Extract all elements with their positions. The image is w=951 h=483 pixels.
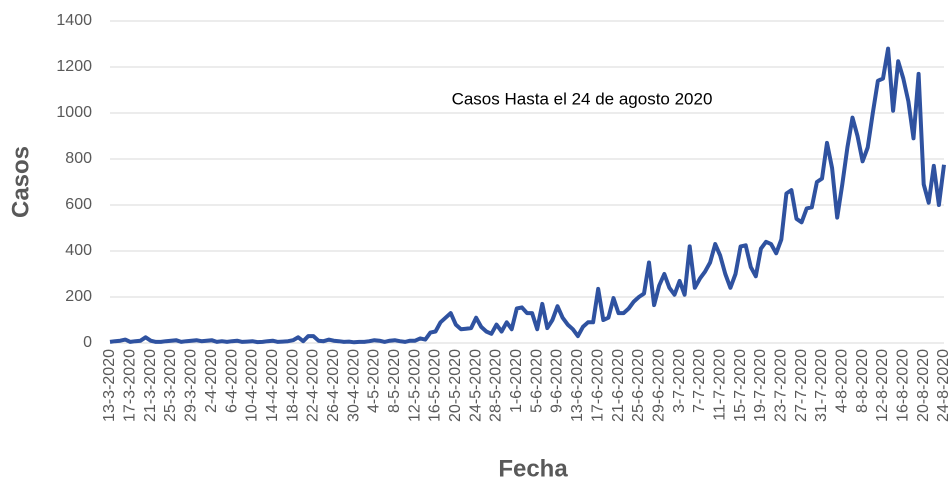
x-tick-label: 29-3-2020	[183, 349, 200, 422]
x-tick-label: 10-4-2020	[244, 349, 261, 422]
x-tick-label: 2-4-2020	[203, 349, 220, 413]
x-tick-label: 17-6-2020	[589, 349, 606, 422]
x-tick-label: 13-6-2020	[569, 349, 586, 422]
x-tick-label: 22-4-2020	[305, 349, 322, 422]
x-tick-label: 1-6-2020	[508, 349, 525, 413]
x-tick-label: 29-6-2020	[650, 349, 667, 422]
x-tick-label: 28-5-2020	[488, 349, 505, 422]
x-tick-label: 16-5-2020	[427, 349, 444, 422]
x-tick-label: 31-7-2020	[813, 349, 830, 422]
x-tick-label: 8-8-2020	[854, 349, 871, 413]
x-tick-label: 17-3-2020	[122, 349, 139, 422]
data-line	[109, 46, 946, 345]
x-tick-label: 14-4-2020	[264, 349, 281, 422]
x-tick-label: 25-6-2020	[630, 349, 647, 422]
x-tick-label: 7-7-2020	[691, 349, 708, 413]
x-tick-label: 13-3-2020	[101, 349, 118, 422]
x-tick-label: 25-3-2020	[162, 349, 179, 422]
x-tick-label: 23-7-2020	[772, 349, 789, 422]
y-tick-label: 800	[65, 150, 92, 167]
y-tick-label: 1000	[56, 104, 92, 121]
x-tick-label: 18-4-2020	[284, 349, 301, 422]
x-tick-label: 5-6-2020	[528, 349, 545, 413]
x-tick-label: 20-8-2020	[915, 349, 932, 422]
y-tick-label: 600	[65, 196, 92, 213]
x-tick-label: 3-7-2020	[671, 349, 688, 413]
x-tick-label: 24-8-2020	[935, 349, 951, 422]
annotation: Casos Hasta el 24 de agosto 2020	[452, 89, 713, 108]
x-tick-label: 27-7-2020	[793, 349, 810, 422]
y-tick-label: 400	[65, 242, 92, 259]
y-tick-label: 0	[83, 334, 92, 351]
x-tick-label: 4-8-2020	[834, 349, 851, 413]
x-tick-label: 16-8-2020	[895, 349, 912, 422]
y-axis-label: Casos	[7, 146, 34, 218]
x-tick-label: 9-6-2020	[549, 349, 566, 413]
x-tick-label: 21-6-2020	[610, 349, 627, 422]
x-tick-label: 26-4-2020	[325, 349, 342, 422]
x-tick-label: 19-7-2020	[752, 349, 769, 422]
y-tick-label: 1400	[56, 12, 92, 29]
x-tick-label: 4-5-2020	[366, 349, 383, 413]
x-tick-label: 6-4-2020	[223, 349, 240, 413]
x-tick-label: 30-4-2020	[345, 349, 362, 422]
x-tick-label: 20-5-2020	[447, 349, 464, 422]
x-tick-label: 24-5-2020	[467, 349, 484, 422]
x-tick-label: 15-7-2020	[732, 349, 749, 422]
x-tick-label: 21-3-2020	[142, 349, 159, 422]
x-tick-label: 12-5-2020	[406, 349, 423, 422]
x-tick-label: 12-8-2020	[874, 349, 891, 422]
x-tick-label: 11-7-2020	[711, 349, 728, 421]
x-tick-label: 8-5-2020	[386, 349, 403, 413]
y-tick-label: 1200	[56, 58, 92, 75]
x-axis-label: Fecha	[498, 455, 568, 482]
y-tick-label: 200	[65, 288, 92, 305]
